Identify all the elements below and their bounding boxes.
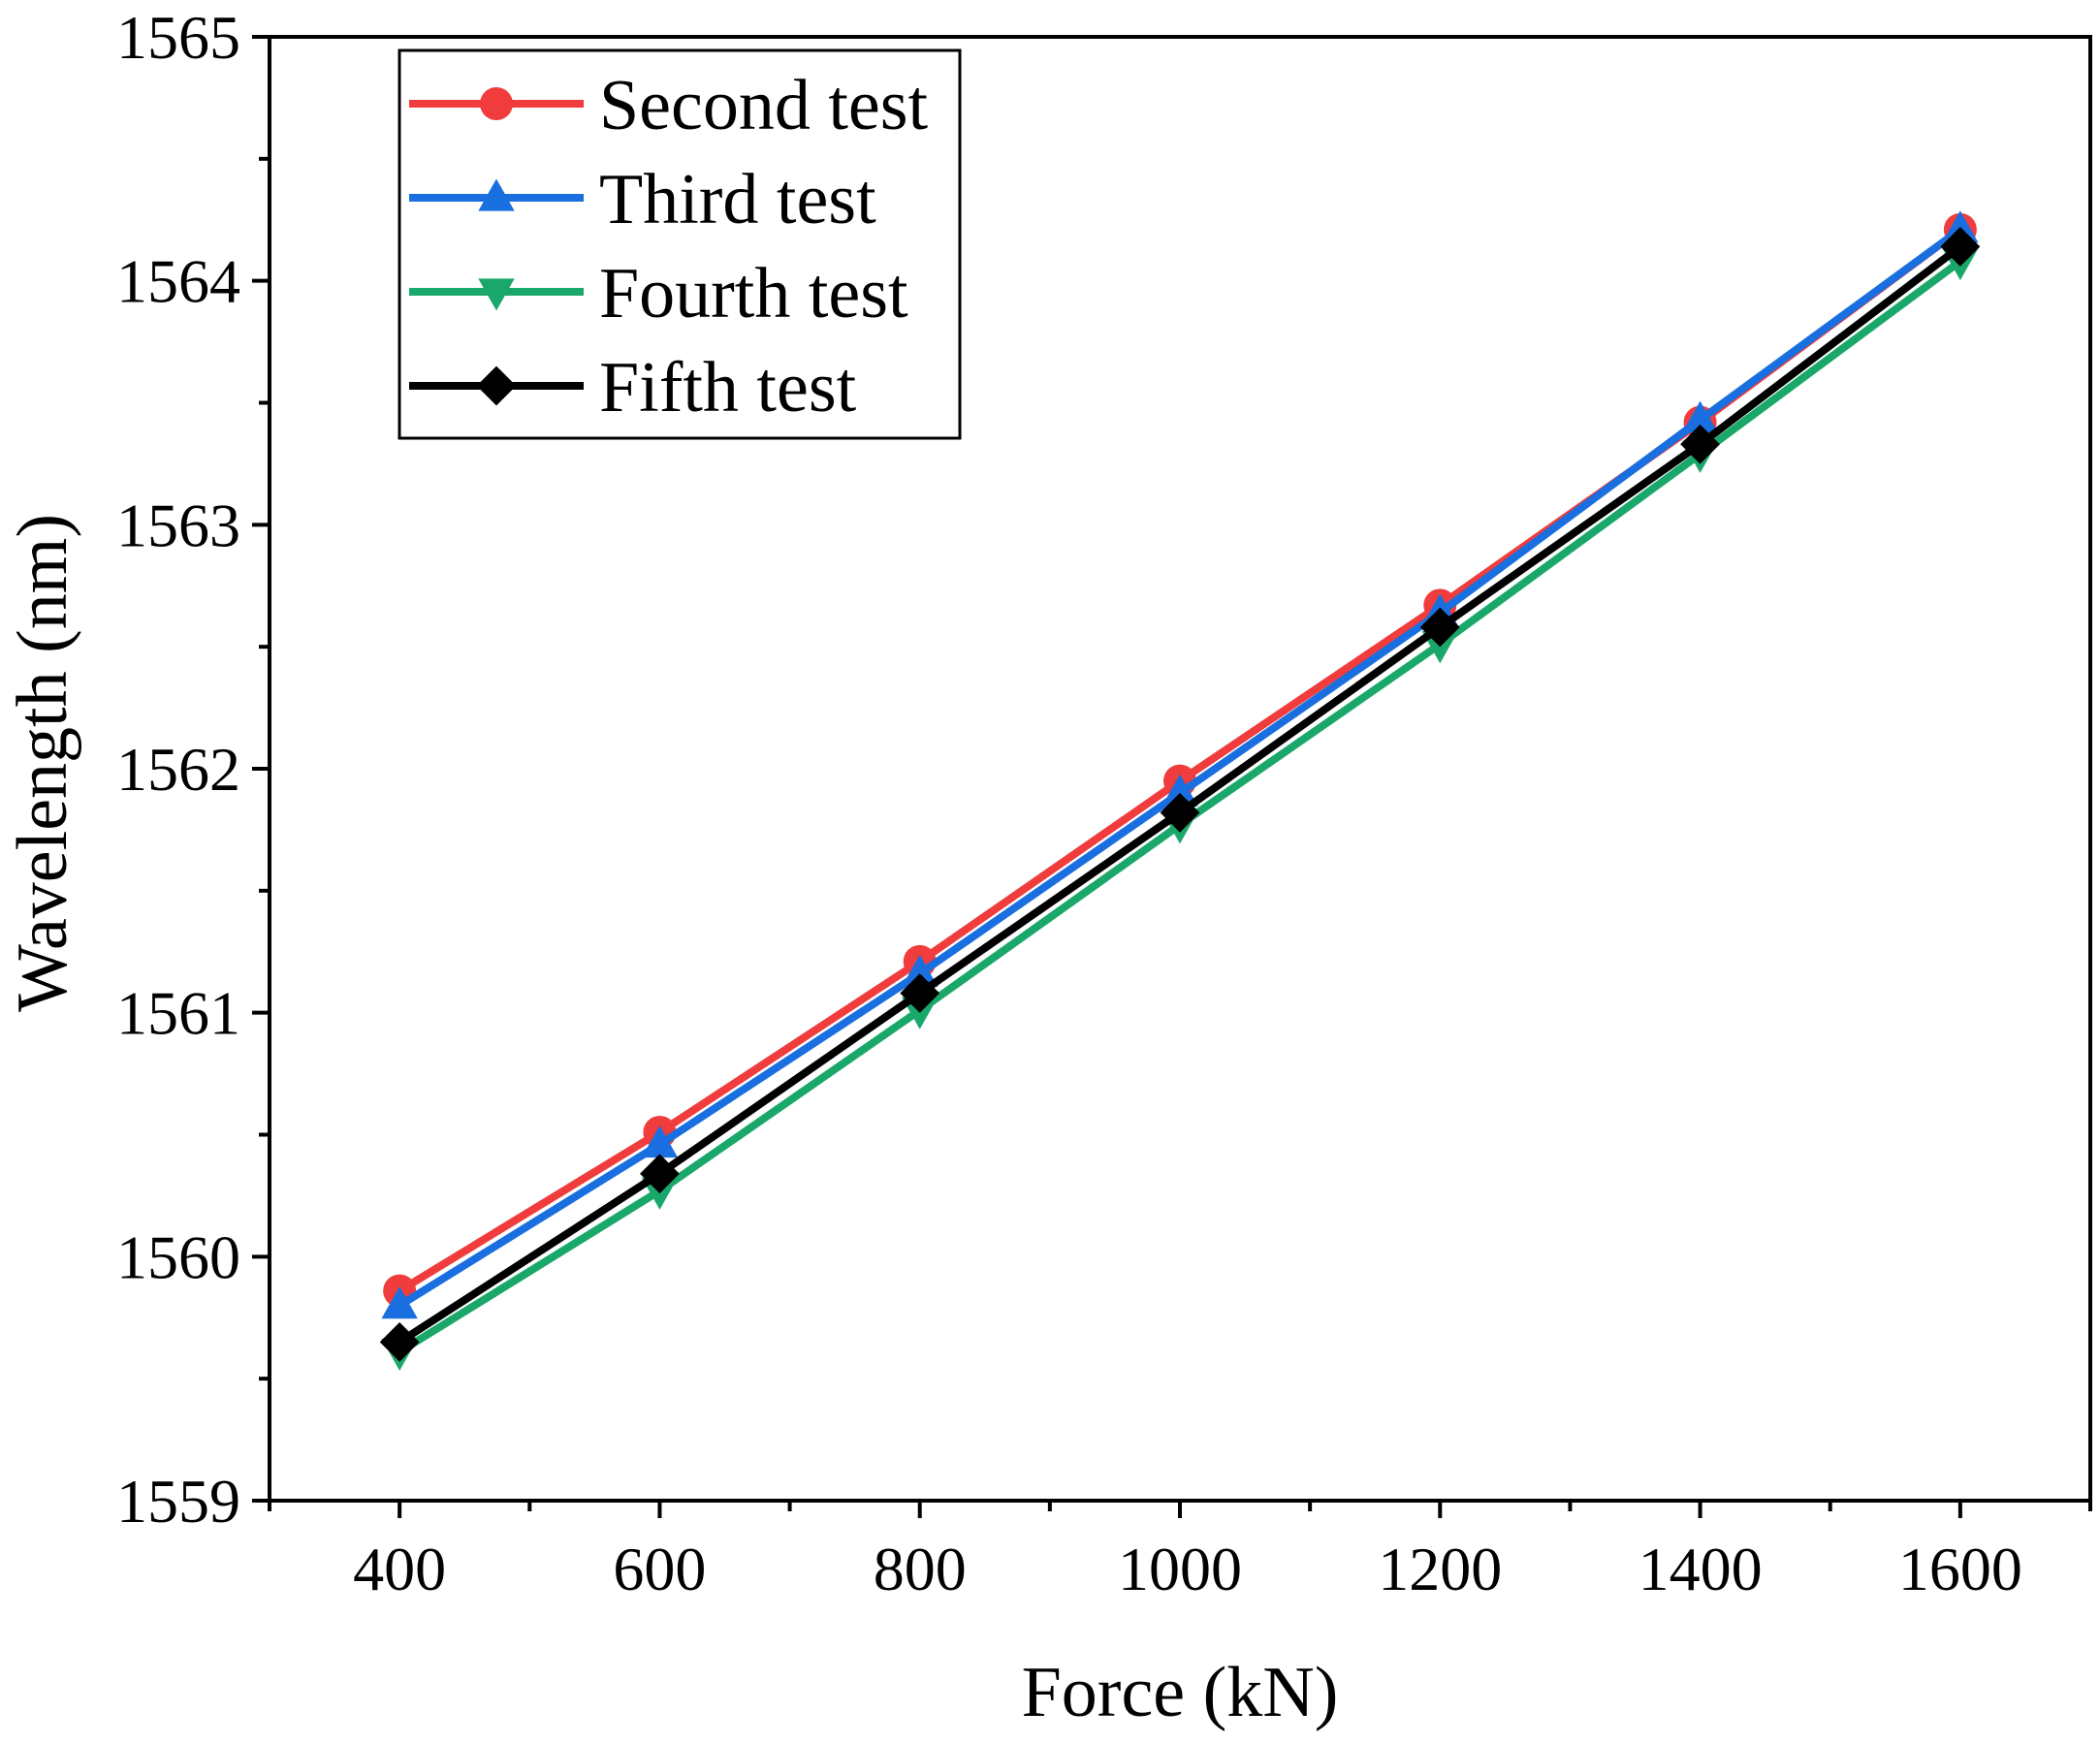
legend-label-fourth-test: Fourth test (599, 254, 908, 333)
legend-marker-second-test (480, 87, 513, 120)
data-point-third-test (902, 954, 939, 987)
legend-label-second-test: Second test (599, 66, 929, 145)
x-tick-label: 400 (353, 1535, 446, 1603)
data-point-fourth-test (641, 1177, 679, 1210)
y-axis-title: Wavelength (nm) (3, 514, 82, 1012)
data-point-fifth-test (379, 1322, 420, 1362)
y-tick-label: 1564 (116, 247, 240, 316)
y-tick-label: 1565 (116, 3, 240, 72)
legend-label-third-test: Third test (599, 160, 876, 239)
x-tick-label: 800 (874, 1535, 967, 1603)
legend-marker-fifth-test (476, 365, 517, 406)
y-tick-label: 1563 (116, 491, 240, 559)
data-point-fifth-test (1680, 424, 1720, 464)
y-tick-label: 1561 (116, 979, 240, 1048)
data-point-third-test (381, 1286, 418, 1319)
x-tick-label: 1400 (1639, 1535, 1763, 1603)
data-point-fifth-test (1419, 607, 1460, 648)
x-tick-label: 600 (613, 1535, 706, 1603)
x-axis-title: Force (kN) (1022, 1653, 1339, 1732)
data-point-third-test (1681, 400, 1719, 433)
x-tick-label: 1200 (1378, 1535, 1502, 1603)
y-tick-label: 1562 (116, 735, 240, 804)
y-tick-label: 1559 (116, 1467, 240, 1536)
data-point-fourth-test (902, 997, 939, 1030)
legend-label-fifth-test: Fifth test (599, 348, 857, 428)
legend: Second test Third test Fourth test Fifth te… (398, 48, 962, 440)
data-point-fourth-test (1421, 631, 1458, 664)
data-point-fifth-test (1160, 792, 1200, 833)
series-lines (379, 210, 1981, 1372)
axes: 400 600 800 1000 1200 1400 1600 1559 1560 1561 156… (116, 3, 2092, 1603)
x-tick-label: 1000 (1118, 1535, 1242, 1603)
data-point-third-test (1942, 210, 1979, 243)
legend-marker-third-test (478, 178, 515, 211)
series-fifth-test (379, 227, 1981, 1362)
legend-marker-fourth-test (478, 278, 515, 311)
data-point-fifth-test (1940, 227, 1981, 267)
y-tick-label: 1560 (116, 1222, 240, 1291)
data-point-fifth-test (900, 973, 940, 1013)
data-point-third-test (1161, 774, 1198, 807)
data-point-third-test (641, 1125, 679, 1158)
x-tick-label: 1600 (1898, 1535, 2022, 1603)
data-point-fifth-test (640, 1154, 680, 1194)
